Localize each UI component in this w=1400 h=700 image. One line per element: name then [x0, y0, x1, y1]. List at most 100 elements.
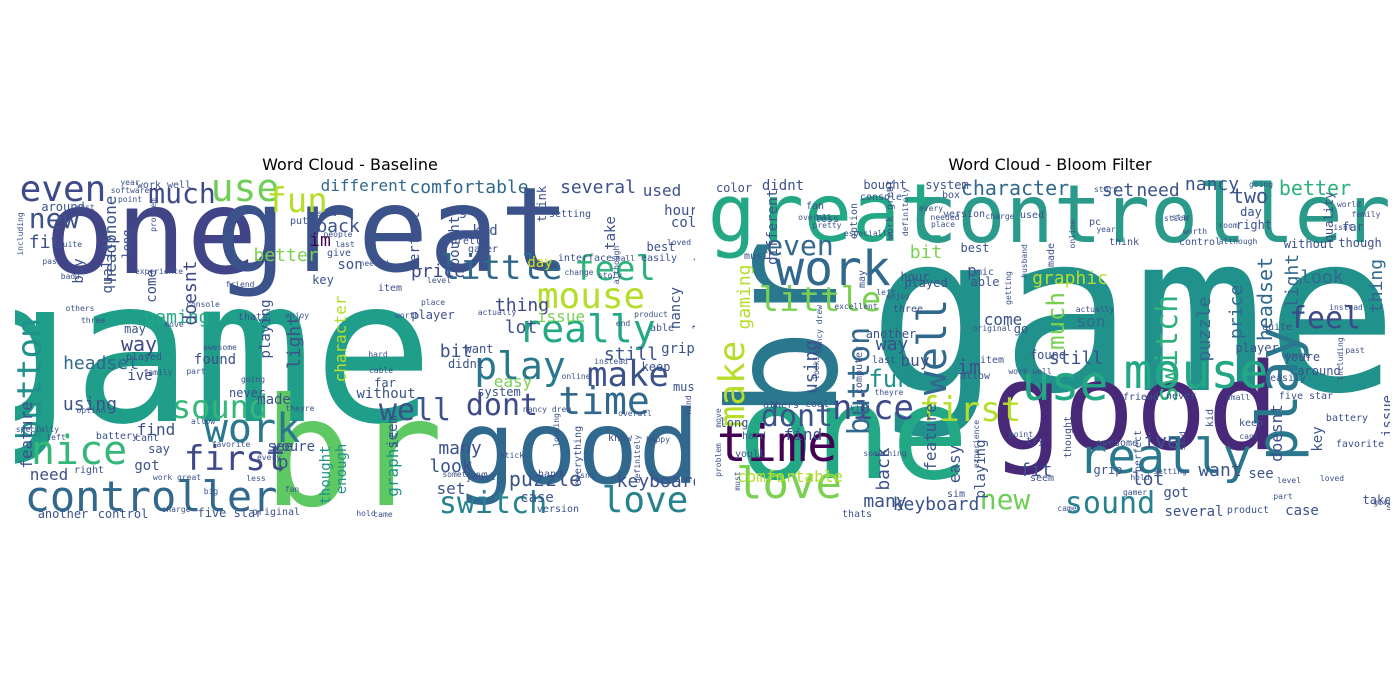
cloud-word: come: [983, 310, 1023, 329]
cloud-word: comfortable: [737, 467, 843, 486]
cloud-word: point: [117, 195, 143, 204]
cloud-word: mouse: [1123, 344, 1269, 400]
cloud-word: version: [536, 504, 580, 515]
cloud-word: seem: [1029, 473, 1055, 484]
cloud-word: right: [1235, 218, 1273, 232]
cloud-word: fan: [284, 485, 300, 494]
cloud-word: enjoy: [885, 292, 911, 301]
cloud-word: part: [1273, 492, 1293, 501]
cloud-word: actually: [1075, 305, 1115, 314]
cloud-word: fit: [28, 232, 62, 253]
cloud-word: price: [410, 261, 466, 282]
cloud-word: getting: [1004, 271, 1013, 305]
cloud-word: keep: [1238, 418, 1264, 429]
cloud-word: color: [715, 181, 753, 195]
cloud-word: doesnt: [180, 260, 201, 326]
cloud-word: music: [743, 251, 775, 262]
cloud-word: need: [29, 465, 69, 484]
cloud-word: give: [326, 248, 352, 259]
cloud-word: past: [1345, 346, 1365, 355]
cloud-word: instead: [1329, 303, 1363, 312]
cloud-word: much: [148, 179, 216, 210]
cloud-word: easy: [493, 372, 533, 391]
cloud-word: little: [439, 248, 563, 288]
cloud-word: want: [464, 342, 494, 356]
cloud-word: kind: [850, 404, 870, 413]
cloud-word: gamer: [467, 244, 499, 255]
cloud-word: product: [1226, 505, 1270, 516]
cloud-word: switch: [438, 486, 548, 519]
cloud-word: youre: [1283, 350, 1321, 364]
cloud-word: box: [941, 190, 961, 201]
cloud-word: light: [284, 314, 305, 370]
cloud-word: kid: [472, 223, 498, 239]
cloud-word: bit: [909, 242, 943, 263]
cloud-word: lot: [1131, 469, 1165, 490]
cloud-word: charge: [161, 505, 191, 514]
cloud-word: cool: [804, 399, 830, 410]
cloud-word: ive: [1142, 429, 1180, 453]
cloud-word: take: [1362, 493, 1390, 507]
cloud-word: fan: [805, 201, 825, 212]
cloud-word: youre: [272, 439, 316, 455]
cloud-word: player: [1235, 341, 1279, 355]
cloud-word: battery: [1325, 413, 1369, 424]
cloud-word: pretty: [450, 236, 488, 247]
cloud-word: thing: [1366, 258, 1387, 314]
cloud-word: many: [863, 491, 907, 512]
cloud-word: although: [1218, 237, 1258, 246]
cloud-word: able: [649, 323, 675, 334]
cloud-word: say: [1385, 502, 1390, 513]
cloud-word: good: [990, 339, 1280, 478]
cloud-word: one: [44, 179, 258, 301]
cloud-word: always: [691, 293, 695, 337]
cloud-word: setting: [1153, 467, 1187, 476]
cloud-word: said: [1178, 431, 1187, 451]
cloud-word: comfortable: [409, 179, 529, 198]
cloud-word: mouse: [536, 276, 646, 317]
cloud-word: keyboard: [616, 471, 695, 492]
cloud-word: pc: [1088, 217, 1102, 228]
cloud-word: one: [737, 360, 969, 509]
cloud-word: best: [960, 241, 990, 255]
cloud-word: small: [610, 254, 636, 263]
cloud-word: must: [75, 203, 95, 212]
cloud-word: two: [690, 234, 695, 264]
cloud-word: go: [458, 203, 476, 219]
cloud-word: must: [733, 471, 742, 491]
cloud-word: left: [876, 288, 896, 297]
cloud-word: work: [203, 406, 301, 452]
cloud-word: especially: [15, 425, 60, 434]
cloud-word: online: [561, 372, 591, 381]
cloud-word: even: [766, 229, 834, 262]
cloud-word: never: [1165, 391, 1197, 402]
cloud-word: play: [474, 344, 566, 388]
cloud-word: hold: [356, 509, 376, 518]
cloud-word: worth: [394, 311, 420, 320]
cloud-word: still: [603, 344, 659, 365]
cloud-word: much: [1042, 292, 1070, 350]
cloud-word: option: [76, 406, 106, 415]
baseline-panel: Word Cloud - Baseline gameonegreat brgood…: [15, 155, 695, 519]
cloud-word: something: [442, 470, 486, 479]
cloud-word: others: [762, 400, 800, 411]
cloud-word: feel: [1288, 301, 1362, 336]
cloud-word: case: [520, 490, 554, 506]
cloud-word: back: [316, 216, 360, 237]
cloud-word: including: [16, 212, 25, 256]
cloud-word: looking: [812, 346, 821, 380]
cloud-word: pretty: [812, 221, 842, 230]
cloud-word: made: [1046, 242, 1057, 268]
cloud-word: nancy drew: [522, 405, 572, 414]
cloud-word: nice: [832, 388, 914, 428]
bloom-filter-word-cloud: game br one good great controller mouse use play…: [705, 179, 1390, 519]
bloom-filter-panel: Word Cloud - Bloom Filter game br one good g…: [700, 0, 1400, 700]
cloud-word: got: [1163, 485, 1189, 501]
cloud-word: quite: [57, 240, 83, 249]
cloud-word: three: [80, 316, 106, 325]
cloud-word: work: [775, 241, 891, 297]
cloud-word: overall: [618, 409, 652, 418]
cloud-word: allow: [190, 417, 216, 426]
cloud-word: work great: [152, 473, 202, 482]
cloud-word: mic: [975, 267, 995, 278]
